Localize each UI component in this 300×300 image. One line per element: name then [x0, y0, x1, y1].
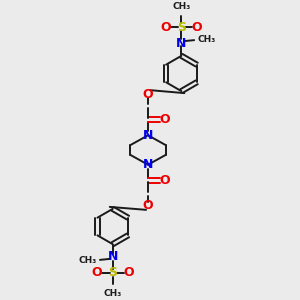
- Text: N: N: [176, 37, 187, 50]
- Text: S: S: [108, 266, 117, 279]
- Text: O: O: [92, 266, 102, 279]
- Text: CH₃: CH₃: [79, 256, 97, 266]
- Text: N: N: [143, 129, 153, 142]
- Text: O: O: [159, 113, 170, 126]
- Text: N: N: [107, 250, 118, 263]
- Text: CH₃: CH₃: [172, 2, 190, 11]
- Text: S: S: [177, 21, 186, 34]
- Text: O: O: [123, 266, 134, 279]
- Text: N: N: [143, 158, 153, 171]
- Text: CH₃: CH₃: [197, 34, 215, 43]
- Text: O: O: [143, 88, 153, 100]
- Text: CH₃: CH₃: [103, 289, 122, 298]
- Text: O: O: [192, 21, 203, 34]
- Text: O: O: [160, 21, 171, 34]
- Text: O: O: [159, 174, 170, 187]
- Text: O: O: [143, 200, 153, 212]
